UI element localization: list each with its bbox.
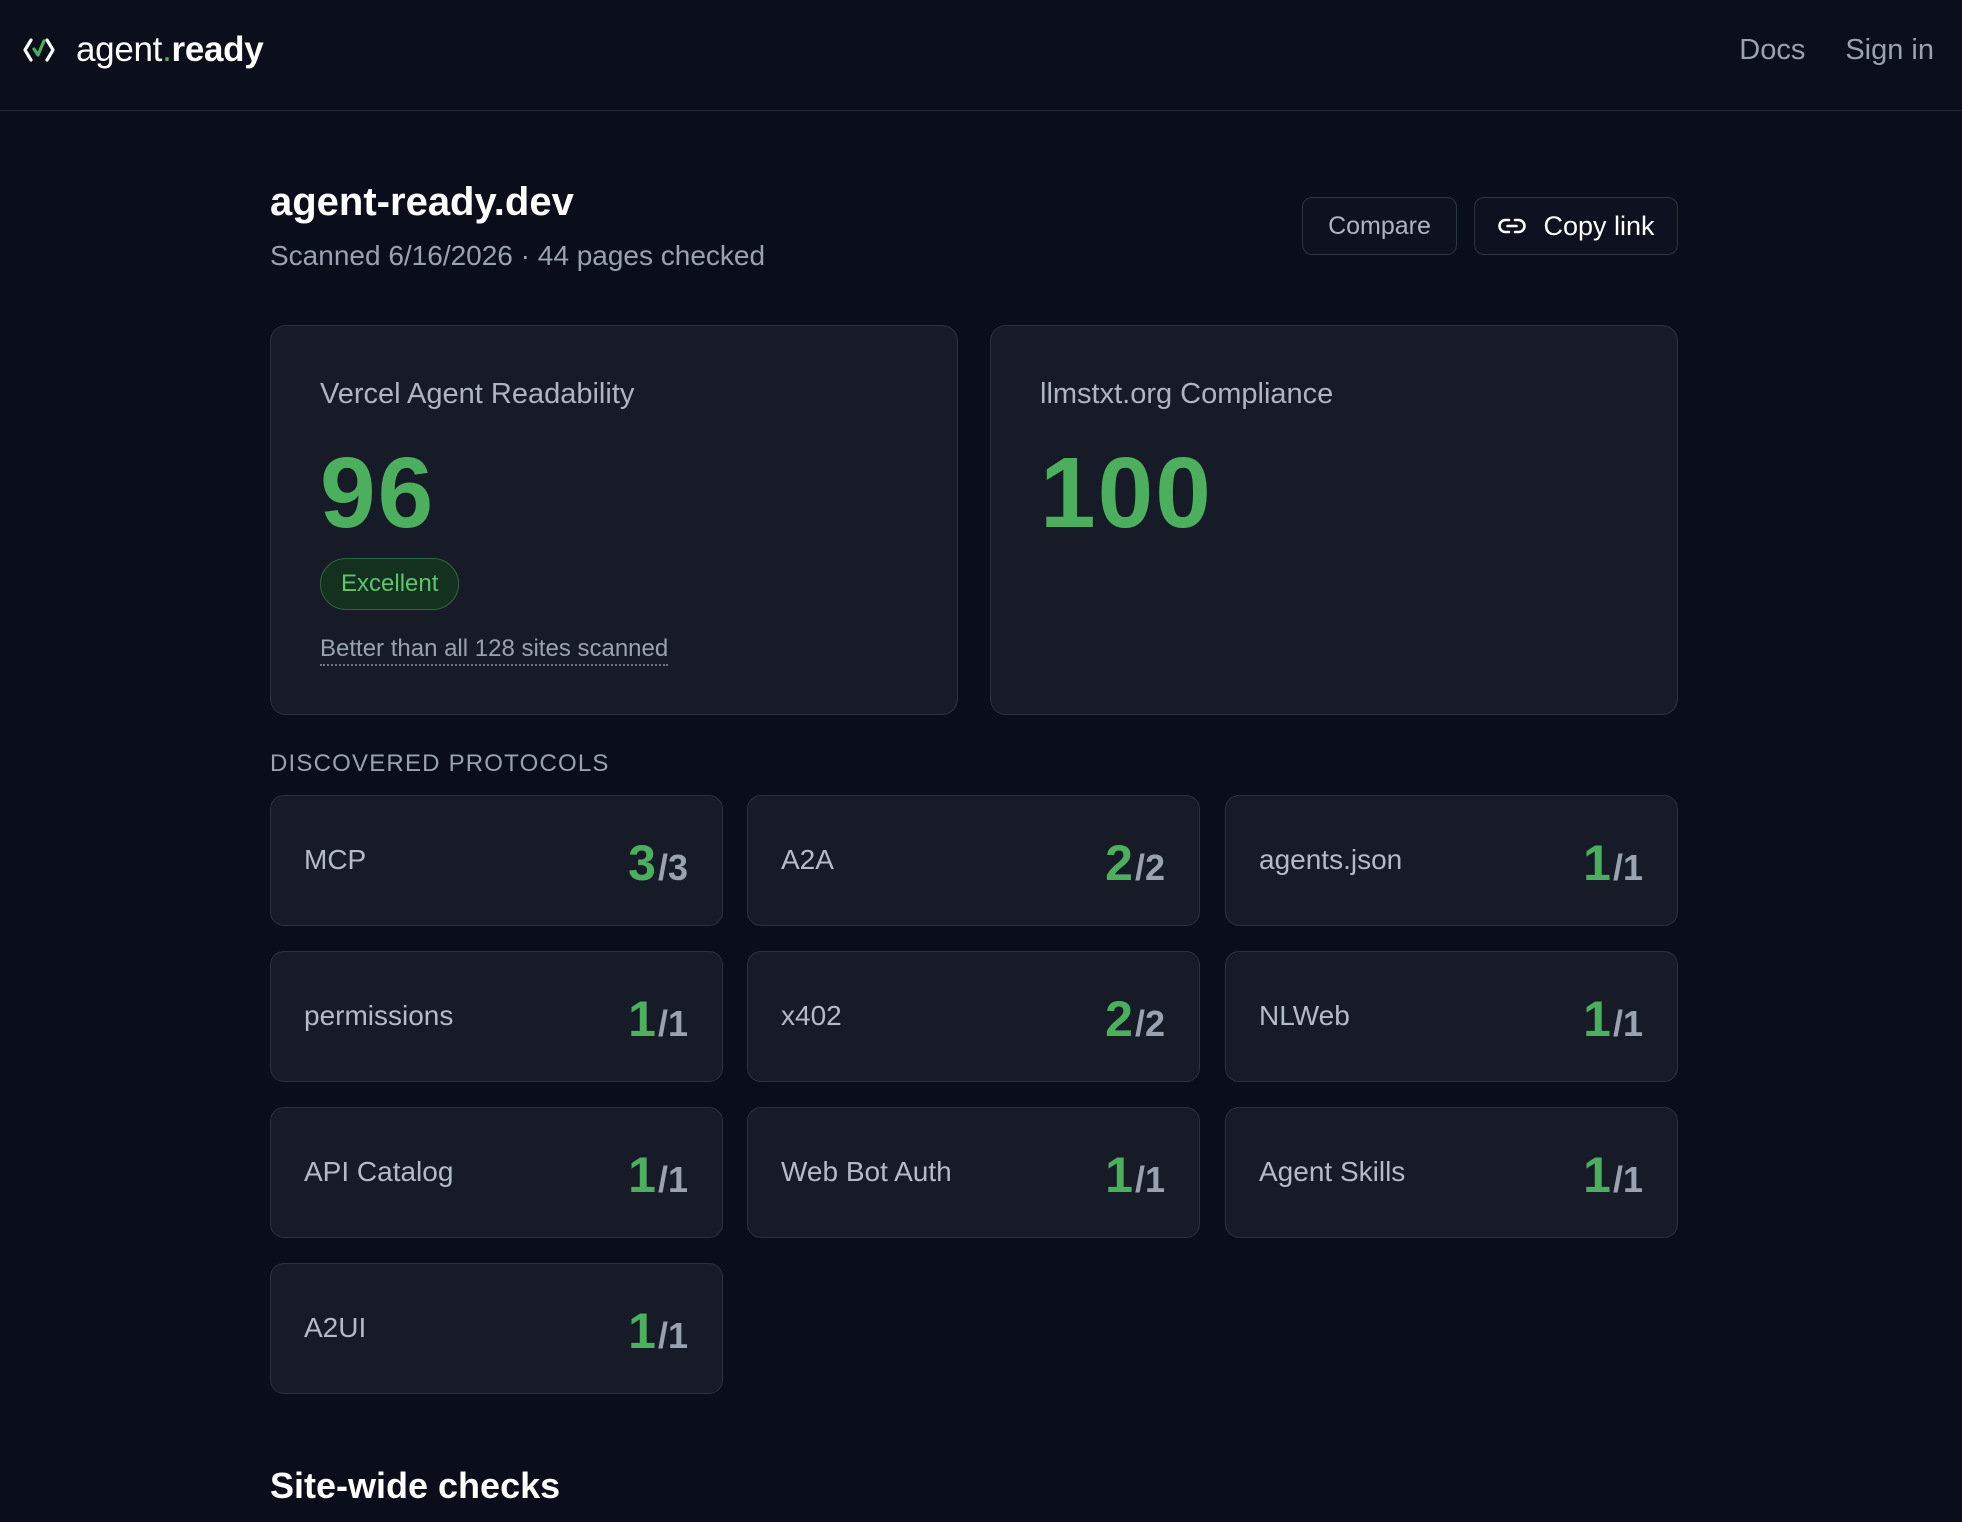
protocol-card-permissions[interactable]: permissions 1/1: [270, 951, 723, 1082]
protocol-card-agents-json[interactable]: agents.json 1/1: [1225, 795, 1678, 926]
site-wide-checks-heading: Site-wide checks: [270, 1465, 561, 1506]
protocol-name: permissions: [304, 1000, 454, 1031]
score-card-llmstxt-compliance: llmstxt.org Compliance 100: [990, 325, 1678, 715]
score-label: llmstxt.org Compliance: [1040, 378, 1334, 410]
protocol-name: A2UI: [304, 1312, 367, 1343]
protocol-score: 1/1: [1583, 991, 1643, 1047]
protocol-score: 1/1: [628, 1147, 688, 1203]
protocols-heading: DISCOVERED PROTOCOLS: [270, 750, 610, 777]
protocol-card-agent-skills[interactable]: Agent Skills 1/1: [1225, 1107, 1678, 1238]
score-value: 96: [320, 437, 436, 549]
protocol-score: 3/3: [628, 835, 688, 891]
score-card-vercel-agent-readability: Vercel Agent Readability 96 Excellent Be…: [270, 325, 958, 715]
protocol-card-nlweb[interactable]: NLWeb 1/1: [1225, 951, 1678, 1082]
protocol-score: 1/1: [1583, 835, 1643, 891]
protocol-name: x402: [781, 1000, 842, 1031]
protocol-score: 2/2: [1105, 991, 1165, 1047]
status-badge: Excellent: [320, 558, 460, 610]
protocol-score: 2/2: [1105, 835, 1165, 891]
sign-in-link[interactable]: Sign in: [1845, 34, 1934, 66]
protocol-name: Web Bot Auth: [781, 1156, 952, 1187]
compare-button[interactable]: Compare: [1302, 197, 1457, 255]
scan-meta: Scanned 6/16/2026 · 44 pages checked: [270, 240, 766, 271]
protocol-name: agents.json: [1259, 844, 1403, 875]
protocol-name: API Catalog: [304, 1156, 454, 1187]
link-icon: [1498, 218, 1527, 234]
header-nav: Docs Sign in: [1739, 34, 1934, 67]
score-label: Vercel Agent Readability: [320, 378, 635, 410]
brand-logo[interactable]: agent.ready: [22, 30, 264, 70]
docs-link[interactable]: Docs: [1739, 34, 1806, 66]
score-value: 100: [1040, 437, 1213, 549]
protocol-card-a2ui[interactable]: A2UI 1/1: [270, 1263, 723, 1394]
page-title: agent-ready.dev: [270, 180, 574, 224]
copy-link-button[interactable]: Copy link: [1474, 197, 1678, 255]
protocol-score: 1/1: [1105, 1147, 1165, 1203]
protocol-card-api-catalog[interactable]: API Catalog 1/1: [270, 1107, 723, 1238]
protocol-name: Agent Skills: [1259, 1156, 1406, 1187]
protocol-card-web-bot-auth[interactable]: Web Bot Auth 1/1: [747, 1107, 1200, 1238]
protocol-score: 1/1: [628, 991, 688, 1047]
protocol-card-a2a[interactable]: A2A 2/2: [747, 795, 1200, 926]
protocol-score: 1/1: [628, 1303, 688, 1359]
protocol-name: A2A: [781, 844, 834, 875]
code-brackets-icon: [23, 38, 55, 62]
rank-note[interactable]: Better than all 128 sites scanned: [320, 635, 669, 666]
protocol-name: MCP: [304, 844, 367, 875]
brand-name: agent.ready: [76, 30, 264, 69]
protocol-score: 1/1: [1583, 1147, 1643, 1203]
protocol-card-x402[interactable]: x402 2/2: [747, 951, 1200, 1082]
copy-link-label: Copy link: [1543, 210, 1655, 241]
top-navigation-bar: agent.ready Docs Sign in: [0, 0, 1962, 111]
protocol-card-mcp[interactable]: MCP 3/3: [270, 795, 723, 926]
protocol-name: NLWeb: [1259, 1000, 1350, 1031]
